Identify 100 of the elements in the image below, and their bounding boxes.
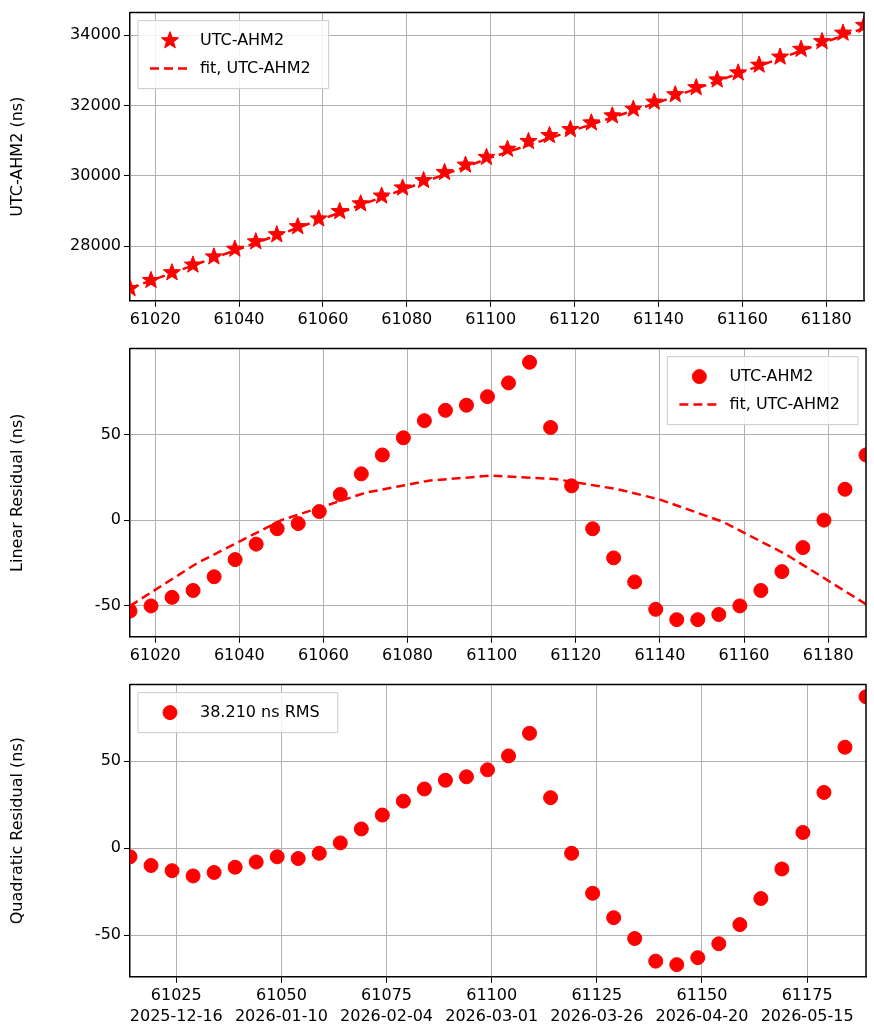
point [227,859,243,875]
point [456,155,475,173]
point [669,612,685,628]
x-tick-label: 61050 [255,984,307,1004]
point [206,569,222,585]
point [795,540,811,556]
point [269,521,285,537]
point [732,598,748,614]
point [627,574,643,590]
point [227,552,243,568]
x-tick-label: 61125 [571,984,623,1004]
text: 2026-05-15 [760,1006,854,1026]
point [564,845,580,861]
point [816,512,832,528]
point [225,239,244,257]
point [248,536,264,552]
point [813,31,832,50]
point [248,854,264,870]
point [458,769,474,785]
point [246,232,265,250]
x-tick-label: 61120 [550,644,602,664]
point [374,807,390,823]
point [711,936,727,952]
point [833,23,853,41]
point [288,217,307,235]
point [395,430,411,446]
point [519,131,538,150]
point [606,550,622,566]
x-tick-label: 61140 [634,644,686,664]
point [648,601,664,617]
x-tick-label: 61080 [382,644,434,664]
point [311,845,327,861]
point [332,835,348,851]
y-tick-label: 34000 [70,24,121,44]
point [501,375,517,391]
point [269,849,285,865]
point [435,162,454,181]
y-tick-label: 28000 [70,235,121,255]
point [479,762,495,778]
point [185,582,201,598]
legend-label: fit, UTC-AHM2 [200,57,311,77]
point [204,247,223,265]
point [543,790,559,806]
point [185,868,201,884]
point [690,612,706,628]
point [395,793,411,809]
point [603,106,622,124]
point [374,447,390,463]
point [795,824,811,840]
point [690,950,706,966]
point [290,851,306,867]
x-tick-label: 61020 [129,308,181,328]
point [753,891,769,907]
point [792,39,811,57]
point [498,139,517,157]
point [687,78,706,96]
point [162,263,181,281]
x-tick-label: 61100 [465,308,517,328]
point [164,589,180,605]
point [309,209,328,227]
point [143,857,159,873]
point [582,113,601,131]
x-tick-label: 61100 [466,644,518,664]
y-axis-title: UTC-AHM2 (ns) [6,96,26,217]
point [774,861,790,877]
x-tick-label: 61175 [781,984,833,1004]
x-tick-label: 61025 [150,984,202,1004]
y-tick-label: -50 [94,595,121,615]
y-axis-title: Quadratic Residual (ns) [6,737,26,925]
point [477,147,496,166]
point [771,47,790,65]
x-tick-label: 61140 [633,308,684,328]
point [353,821,369,837]
point [774,564,790,580]
point [183,255,202,273]
x-tick-label: 61180 [800,308,852,328]
text: 2026-03-26 [550,1006,644,1026]
point [351,194,370,212]
x-tick-label: 61160 [718,644,770,664]
text: 2026-01-10 [234,1006,328,1026]
point [624,99,643,117]
y-axis-title: Linear Residual (ns) [6,413,26,572]
point [501,748,517,764]
legend-label: UTC-AHM2 [200,29,285,49]
x-tick-label: 61040 [213,644,265,664]
point [543,420,559,436]
point [564,478,580,494]
point [585,885,601,901]
point [732,917,748,933]
point [561,119,580,138]
x-tick-label: 61120 [549,308,601,328]
point [416,413,432,429]
point [540,125,559,144]
point [393,178,412,196]
point [666,85,685,103]
y-tick-label: 50 [100,750,121,770]
point [332,486,348,502]
y-tick-label: 32000 [70,94,121,114]
point [837,739,853,755]
point [729,63,748,81]
